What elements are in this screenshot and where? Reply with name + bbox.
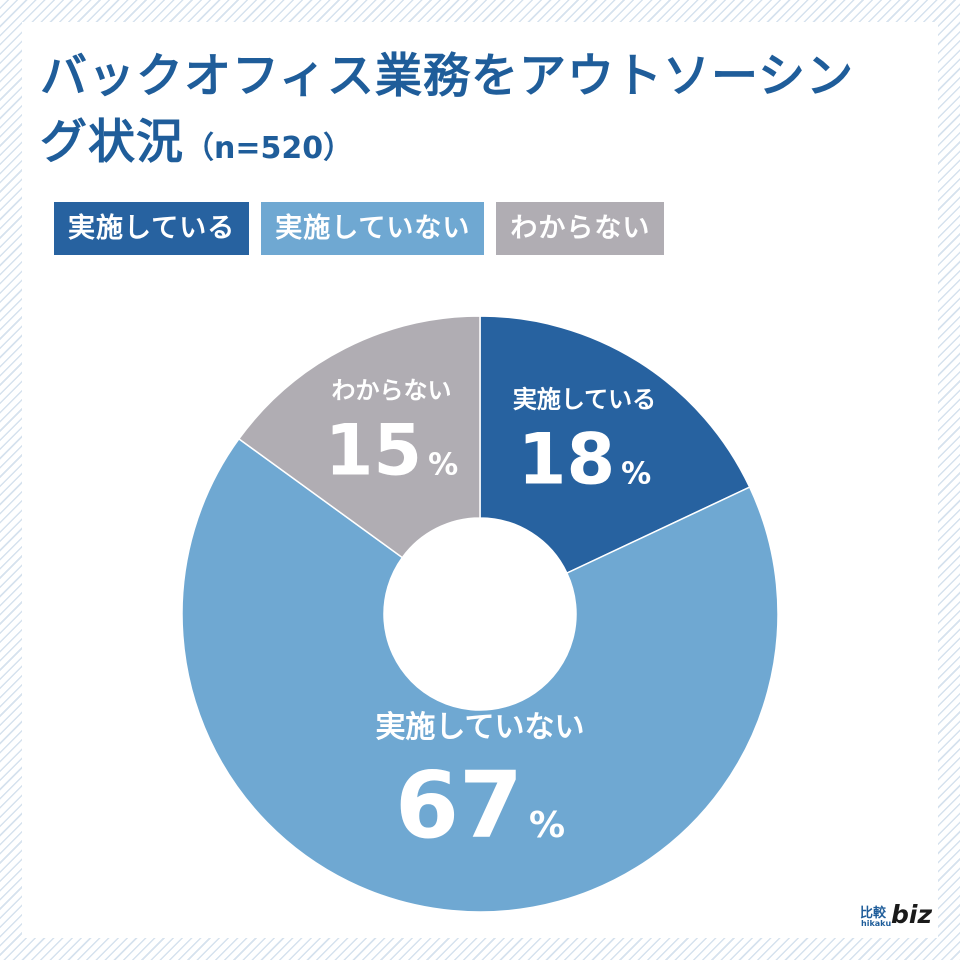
- slice-unknown: [237, 315, 481, 559]
- slice-label-implemented: 実施している: [513, 385, 656, 413]
- hikaku-biz-logo: 比較 hikaku biz: [860, 900, 940, 940]
- logo-biz: biz: [891, 900, 933, 929]
- logo-kanji: 比較: [860, 906, 887, 921]
- title-main: バックオフィス業務をアウトソーシング状況: [40, 49, 855, 170]
- slice-value-unknown: 15%: [325, 409, 458, 491]
- donut-labels: 実施している 18 % 実施していない 67 % わからない 15%: [325, 376, 656, 859]
- slice-value-not-implemented: 67%: [395, 752, 565, 859]
- legend-item-not-implemented: 実施していない: [261, 202, 485, 255]
- slice-label-unknown: わからない: [331, 376, 451, 404]
- slice-label-not-implemented: 実施していない: [375, 710, 584, 745]
- logo-romaji: hikaku: [861, 919, 892, 928]
- chart-title: バックオフィス業務をアウトソーシング状況（n=520）: [40, 44, 880, 182]
- slice-not-implemented: [181, 437, 779, 913]
- slice-implemented: [479, 315, 751, 575]
- legend-item-implemented: 実施している: [54, 202, 250, 255]
- slice-value-implemented: 18%: [518, 418, 651, 500]
- legend-item-unknown: わからない: [496, 202, 665, 255]
- legend: 実施している 実施していない わからない: [54, 202, 665, 255]
- donut-slices: [181, 315, 779, 913]
- sample-size: （n=520）: [184, 131, 354, 166]
